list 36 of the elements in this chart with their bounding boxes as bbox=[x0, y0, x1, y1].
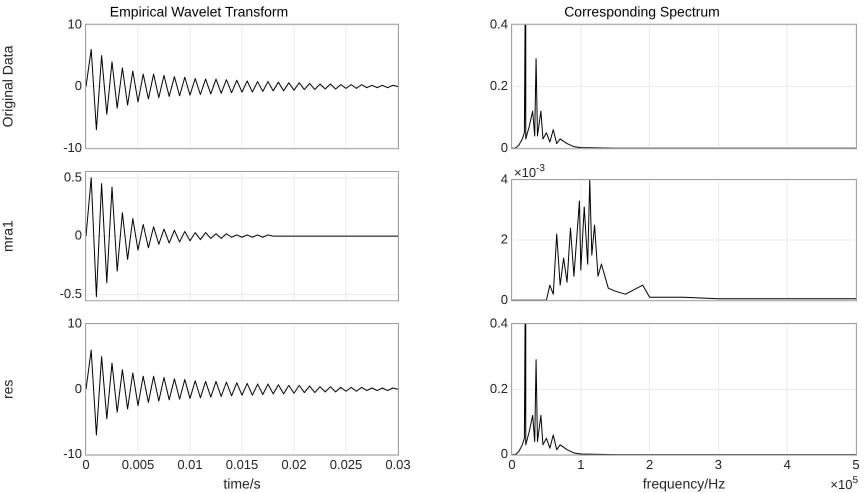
x-tick-label: 1 bbox=[577, 456, 584, 472]
y-tick-label: 0 bbox=[500, 140, 508, 155]
y-tick-label: 0.2 bbox=[490, 380, 508, 396]
x-axis-title: frequency/Hz bbox=[642, 475, 726, 492]
y-tick-label: -10 bbox=[63, 140, 82, 155]
y-tick-label: 10 bbox=[68, 16, 82, 32]
chart-title: Corresponding Spectrum bbox=[564, 3, 720, 20]
chart-title: Empirical Wavelet Transform bbox=[110, 3, 288, 20]
y-axis-title: res bbox=[0, 380, 16, 400]
y-axis-title: mra1 bbox=[0, 220, 16, 252]
x-tick-label: 0.01 bbox=[177, 456, 203, 472]
x-tick-label: 0.005 bbox=[122, 456, 154, 472]
x-axis-title: time/s bbox=[223, 475, 261, 492]
x-tick-label: 0.015 bbox=[226, 456, 258, 472]
y-tick-label: 4 bbox=[500, 172, 508, 187]
x-tick-label: 0.03 bbox=[385, 456, 411, 472]
y-axis-title: Original Data bbox=[0, 45, 16, 128]
y-tick-label: 2 bbox=[500, 232, 508, 247]
y-tick-label: -0.5 bbox=[60, 286, 82, 301]
y-tick-label: 0 bbox=[74, 380, 82, 396]
x-tick-label: 0.025 bbox=[330, 456, 362, 472]
y-tick-label: 0.4 bbox=[490, 316, 508, 331]
y-tick-label: 0 bbox=[500, 292, 508, 307]
x-tick-label: 5 bbox=[852, 456, 860, 472]
x-tick-label: 4 bbox=[784, 456, 791, 472]
x-tick-label: 3 bbox=[714, 456, 722, 472]
y-tick-label: 0.5 bbox=[64, 169, 82, 184]
y-tick-label: 0.4 bbox=[490, 16, 508, 32]
y-tick-label: 0 bbox=[74, 78, 82, 94]
y-tick-label: -10 bbox=[63, 446, 82, 462]
y-tick-label: 0 bbox=[74, 228, 82, 243]
x-tick-label: 0.02 bbox=[281, 456, 307, 472]
x-tick-label: 2 bbox=[646, 456, 654, 472]
y-tick-label: 0.2 bbox=[490, 78, 508, 94]
y-tick-label: 10 bbox=[68, 316, 82, 331]
y-tick-label: 0 bbox=[500, 446, 508, 462]
